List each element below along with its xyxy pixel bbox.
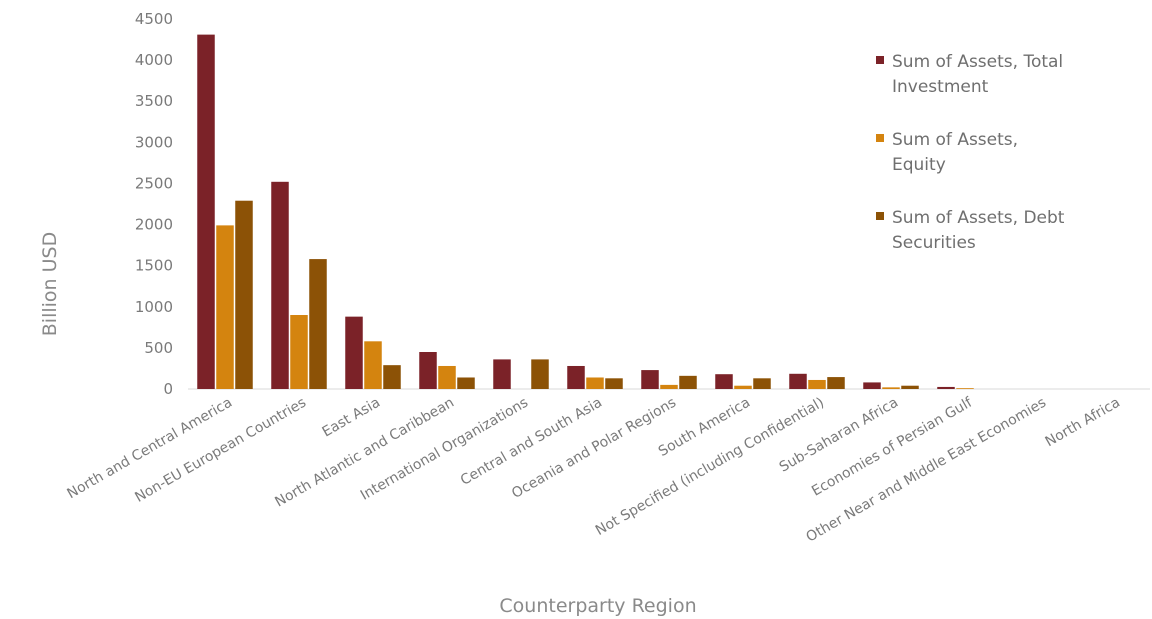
- y-axis-ticks: 0 500 1000 1500 2000 2500 3000 3500 4000 4500: [135, 10, 173, 398]
- bar-debt-securities: [679, 375, 697, 389]
- bar-total-investment: [197, 34, 215, 390]
- legend-swatch: [876, 134, 884, 142]
- bar-debt-securities: [827, 377, 845, 389]
- bar-debt-securities: [235, 200, 253, 389]
- y-tick-label: 2000: [135, 216, 173, 234]
- x-axis-title: Counterparty Region: [499, 595, 696, 617]
- bar-equity: [882, 387, 900, 389]
- bar-total-investment: [345, 316, 363, 389]
- bar-total-investment: [789, 373, 807, 389]
- x-tick-label: East Asia: [320, 395, 383, 441]
- bar-total-investment: [863, 382, 881, 389]
- bar-debt-securities: [531, 359, 549, 389]
- bar-equity: [956, 388, 974, 389]
- bar-total-investment: [419, 352, 437, 389]
- x-tick-label: North Africa: [1043, 395, 1123, 451]
- bar-total-investment: [937, 386, 955, 389]
- legend: Sum of Assets, Total Investment Sum of Ass…: [876, 52, 1065, 253]
- bar-equity: [734, 385, 752, 389]
- legend-swatch: [876, 56, 884, 64]
- y-tick-label: 0: [163, 380, 173, 398]
- bar-equity: [438, 365, 456, 389]
- bar-debt-securities: [605, 378, 623, 389]
- y-tick-label: 1500: [135, 257, 173, 275]
- bar-total-investment: [641, 370, 659, 389]
- bar-equity: [290, 315, 308, 389]
- y-tick-label: 3500: [135, 92, 173, 110]
- legend-label: Sum of Assets, Equity: [892, 130, 1018, 175]
- bar-equity: [216, 225, 234, 389]
- bars: [197, 34, 974, 390]
- bar-debt-securities: [309, 259, 327, 389]
- legend-label: Sum of Assets, Debt Securities: [892, 208, 1065, 253]
- legend-swatch: [876, 212, 884, 220]
- y-tick-label: 1000: [135, 298, 173, 316]
- bar-total-investment: [715, 374, 733, 389]
- y-tick-label: 3000: [135, 133, 173, 151]
- legend-label: Sum of Assets, Total Investment: [892, 52, 1063, 97]
- bar-debt-securities: [901, 385, 919, 389]
- bar-equity: [586, 377, 604, 389]
- y-tick-label: 500: [144, 339, 173, 357]
- y-tick-label: 4000: [135, 51, 173, 69]
- bar-total-investment: [493, 359, 511, 389]
- bar-debt-securities: [457, 377, 475, 389]
- bar-equity: [364, 341, 382, 389]
- bar-total-investment: [271, 181, 289, 389]
- bar-debt-securities: [383, 365, 401, 389]
- x-tick-label: Sub-Saharan Africa: [777, 395, 901, 476]
- y-tick-label: 2500: [135, 174, 173, 192]
- bar-equity: [808, 379, 826, 389]
- bar-total-investment: [567, 365, 585, 389]
- y-axis-title: Billion USD: [39, 232, 61, 336]
- bar-equity: [660, 384, 678, 389]
- y-tick-label: 4500: [135, 10, 173, 28]
- bar-debt-securities: [753, 378, 771, 389]
